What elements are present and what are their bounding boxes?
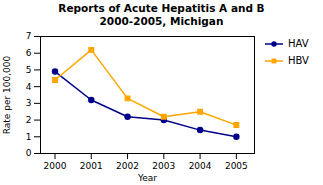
svg-text:2004: 2004: [189, 161, 212, 171]
svg-text:7: 7: [26, 31, 32, 41]
svg-text:Year: Year: [137, 173, 157, 183]
svg-text:6: 6: [26, 48, 32, 58]
html-text:Reports of Acute Hepatitis A a: Reports of Acute Hepatitis A and B 2000-…: [58, 2, 265, 27]
svg-text:Rate per 100,000: Rate per 100,000: [2, 55, 12, 134]
svg-text:0: 0: [26, 148, 32, 158]
svg-text:2005: 2005: [225, 161, 248, 171]
svg-text:2001: 2001: [80, 161, 103, 171]
svg-text:2: 2: [26, 115, 32, 125]
svg-text:4: 4: [26, 82, 32, 92]
svg-text:2002: 2002: [116, 161, 139, 171]
html-text:HAV: HAV: [288, 38, 309, 49]
svg-text:5: 5: [26, 65, 32, 75]
svg-text:1: 1: [26, 132, 32, 142]
html-text:HBV: HBV: [288, 55, 309, 66]
svg-text:2003: 2003: [152, 161, 175, 171]
svg-text:3: 3: [26, 98, 32, 108]
svg-text:2000: 2000: [44, 161, 67, 171]
